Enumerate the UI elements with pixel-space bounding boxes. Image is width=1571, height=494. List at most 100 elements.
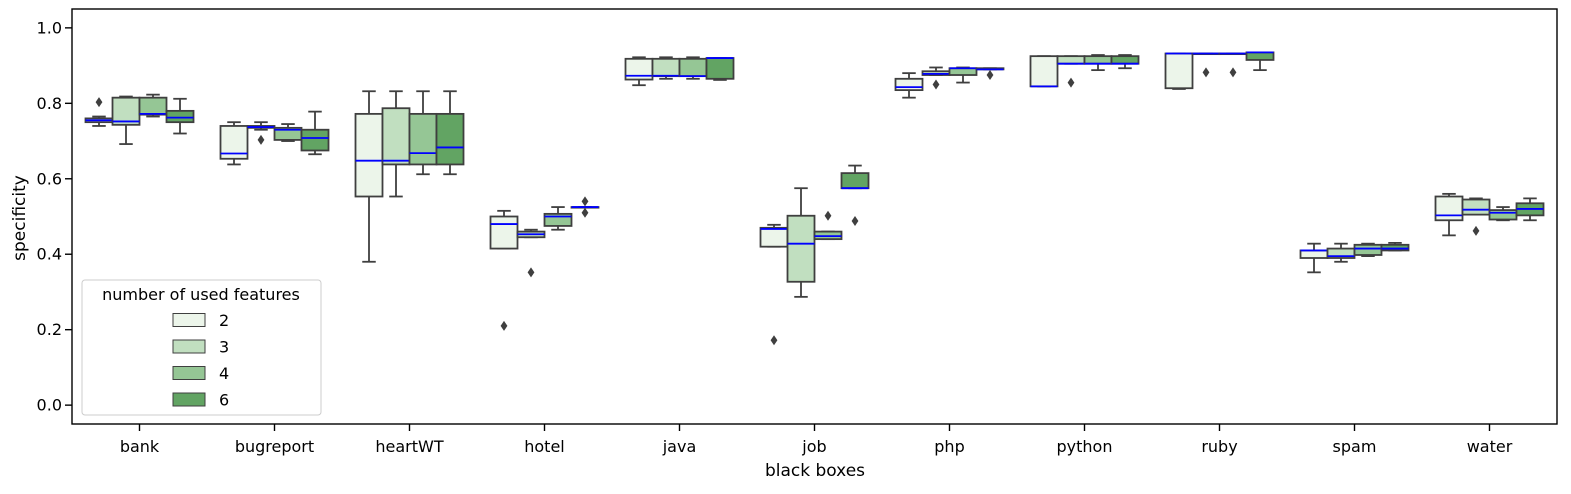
outlier-point	[581, 207, 589, 218]
box-hotel-2	[489, 209, 519, 331]
legend-swatch	[172, 392, 206, 407]
box-iqr	[1029, 55, 1059, 88]
box-python-3	[1056, 55, 1086, 88]
box-iqr	[1245, 51, 1275, 61]
x-tick-label: java	[662, 437, 697, 456]
box-iqr	[840, 172, 870, 190]
x-axis-label: black boxes	[765, 461, 865, 481]
box-iqr	[111, 96, 141, 126]
box-iqr	[678, 57, 708, 78]
box-ruby-3	[1191, 52, 1221, 78]
box-iqr	[948, 67, 978, 76]
outlier-point	[1472, 225, 1480, 236]
box-bank-6	[165, 97, 195, 135]
box-iqr	[1164, 52, 1194, 90]
x-tick-label: heartWT	[375, 437, 443, 456]
box-bugreport-4	[273, 123, 303, 142]
legend-swatch	[172, 366, 206, 380]
box-iqr	[354, 112, 384, 198]
outlier-point	[1202, 67, 1210, 78]
x-tick-label: python	[1057, 437, 1113, 456]
box-python-4	[1083, 54, 1113, 72]
box-php-3	[921, 66, 951, 90]
box-java-3	[651, 56, 681, 80]
outlier-point	[581, 196, 589, 207]
plot-marks	[84, 51, 1545, 346]
box-iqr	[489, 215, 519, 250]
x-tick-label: ruby	[1201, 437, 1237, 456]
y-axis-label: specificity	[10, 175, 30, 261]
box-ruby-4	[1218, 52, 1248, 78]
legend-swatch	[172, 339, 206, 354]
box-bugreport-3	[246, 121, 276, 145]
box-iqr	[138, 96, 168, 116]
box-bank-2	[84, 97, 114, 127]
box-iqr	[705, 57, 735, 80]
box-java-6	[705, 57, 735, 81]
box-water-6	[1515, 197, 1545, 222]
box-iqr	[894, 77, 924, 92]
box-job-3	[786, 187, 816, 298]
box-bank-3	[111, 95, 141, 145]
box-water-4	[1488, 206, 1518, 222]
box-iqr	[1056, 55, 1086, 65]
box-iqr	[1083, 55, 1113, 65]
box-iqr	[1380, 243, 1410, 252]
box-java-4	[678, 56, 708, 80]
box-ruby-6	[1245, 51, 1275, 72]
x-tick-label: bugreport	[235, 437, 314, 456]
x-tick-label: job	[801, 437, 826, 456]
y-tick-label: 0.8	[37, 94, 62, 113]
box-iqr	[786, 214, 816, 283]
outlier-point	[257, 134, 265, 145]
outlier-point	[770, 335, 778, 346]
outlier-point	[851, 216, 859, 227]
legend-label: 6	[219, 391, 229, 410]
legend-entry-4: 4	[172, 364, 229, 383]
legend: number of used features 2 3 4 6	[81, 279, 322, 416]
legend-label: 3	[219, 338, 229, 357]
x-tick-label: php	[934, 437, 964, 456]
box-php-2	[894, 72, 924, 99]
box-php-4	[948, 66, 978, 84]
box-iqr	[1299, 249, 1329, 259]
box-iqr	[1434, 195, 1464, 222]
box-job-6	[840, 164, 870, 227]
box-python-2	[1029, 55, 1059, 88]
box-heartWT-2	[354, 90, 384, 263]
y-tick-label: 0.0	[37, 396, 62, 415]
box-hotel-6	[570, 196, 600, 218]
box-iqr	[381, 107, 411, 166]
outlier-point	[500, 320, 508, 331]
box-iqr	[300, 128, 330, 152]
box-hotel-3	[516, 228, 546, 278]
box-heartWT-3	[381, 90, 411, 198]
box-hotel-4	[543, 206, 573, 231]
y-tick-label: 0.6	[37, 169, 62, 188]
box-job-4	[813, 210, 843, 241]
legend-entry-2: 2	[172, 311, 229, 330]
y-tick-label: 0.4	[37, 245, 62, 264]
y-tick-label: 1.0	[37, 18, 62, 37]
box-heartWT-6	[435, 90, 465, 176]
box-spam-3	[1326, 242, 1356, 263]
box-iqr	[1461, 198, 1491, 216]
box-iqr	[165, 109, 195, 124]
outlier-point	[986, 70, 994, 81]
box-bugreport-2	[219, 121, 249, 166]
box-heartWT-4	[408, 90, 438, 176]
box-iqr	[408, 112, 438, 166]
box-water-2	[1434, 192, 1464, 237]
outlier-point	[824, 210, 832, 221]
box-java-2	[624, 56, 654, 87]
outlier-point	[1229, 67, 1237, 78]
box-ruby-2	[1164, 52, 1194, 90]
box-iqr	[759, 226, 789, 248]
box-iqr	[1488, 209, 1518, 221]
legend-entry-3: 3	[172, 338, 229, 357]
y-tick-label: 0.2	[37, 320, 62, 339]
box-php-6	[975, 67, 1005, 81]
legend-label: 2	[219, 311, 229, 330]
